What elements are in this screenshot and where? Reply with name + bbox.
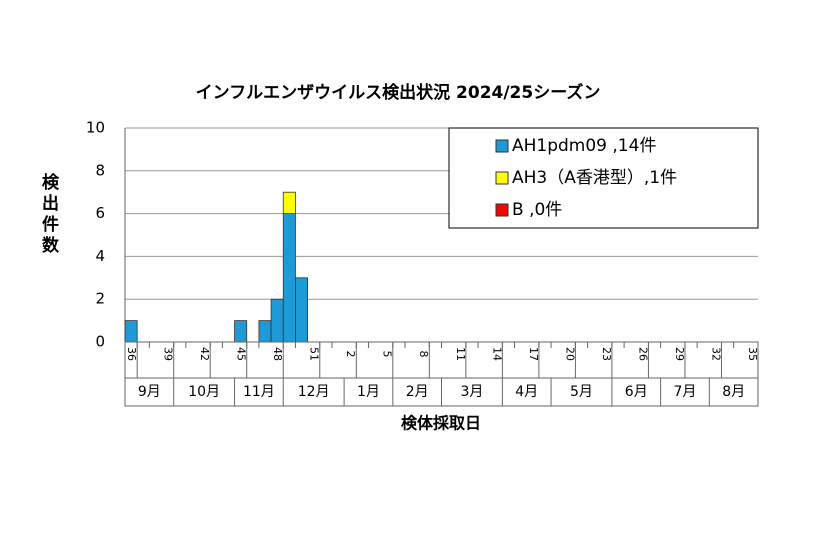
- month-label: 5月: [570, 384, 593, 400]
- y-tick-label: 4: [95, 247, 105, 265]
- x-tick-label: 36: [125, 347, 138, 361]
- bar: [282, 191, 296, 214]
- bar: [295, 277, 308, 343]
- x-tick-label: 32: [709, 347, 722, 361]
- bar: [258, 320, 272, 343]
- x-tick-label: 48: [271, 347, 284, 361]
- x-tick-label: 20: [563, 347, 576, 361]
- legend-label: AH1pdm09 ,14件: [512, 136, 656, 156]
- y-tick-label: 10: [86, 119, 105, 137]
- x-tick-label: 11: [454, 347, 467, 361]
- x-tick-label: 39: [162, 347, 175, 361]
- x-axis-label: 検体採取日: [401, 414, 481, 433]
- chart-title: インフルエンザウイルス検出状況 2024/25シーズン: [196, 82, 601, 103]
- bar: [124, 320, 138, 343]
- bar: [270, 298, 284, 343]
- month-label: 3月: [460, 384, 483, 400]
- x-tick-label: 14: [490, 347, 503, 361]
- month-label: 7月: [674, 384, 697, 400]
- bar: [234, 320, 248, 343]
- legend-swatch: [495, 139, 509, 153]
- x-tick-label: 23: [600, 347, 613, 361]
- legend-swatch: [495, 203, 509, 217]
- bar: [282, 213, 296, 343]
- legend-label: B ,0件: [512, 200, 562, 220]
- x-tick-label: 26: [636, 347, 649, 361]
- legend-label: AH3（A香港型）,1件: [512, 168, 677, 188]
- x-tick-label: 2: [344, 351, 357, 358]
- month-label: 9月: [138, 384, 161, 400]
- month-label: 8月: [722, 384, 745, 400]
- month-label: 12月: [298, 384, 330, 400]
- x-tick-label: 17: [527, 347, 540, 361]
- x-tick-label: 35: [746, 347, 759, 361]
- month-label: 11月: [243, 384, 275, 400]
- x-tick-label: 45: [235, 347, 248, 361]
- month-label: 1月: [357, 384, 380, 400]
- x-tick-label: 5: [381, 351, 394, 358]
- month-label: 10月: [188, 384, 220, 400]
- month-label: 4月: [515, 384, 538, 400]
- month-label: 6月: [625, 384, 648, 400]
- y-tick-label: 2: [95, 290, 105, 308]
- legend-swatch: [495, 171, 509, 185]
- x-tick-label: 29: [673, 347, 686, 361]
- x-tick-label: 8: [417, 351, 430, 358]
- y-axis-label: 検出件数: [38, 172, 59, 257]
- x-tick-label: 51: [308, 347, 321, 361]
- x-tick-label: 42: [198, 347, 211, 361]
- y-tick-label: 0: [95, 333, 105, 351]
- month-label: 2月: [406, 384, 429, 400]
- y-tick-label: 8: [95, 161, 105, 179]
- y-tick-label: 6: [95, 204, 105, 222]
